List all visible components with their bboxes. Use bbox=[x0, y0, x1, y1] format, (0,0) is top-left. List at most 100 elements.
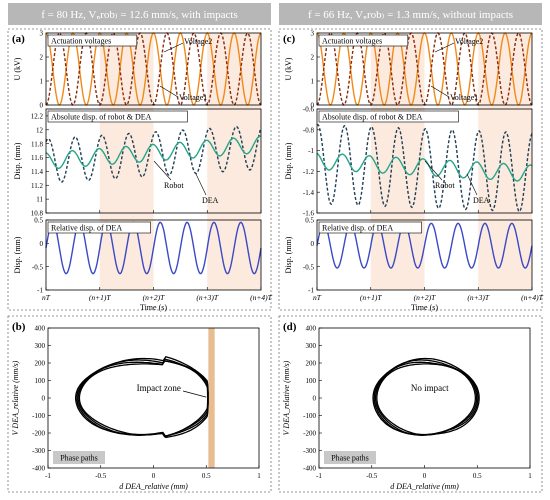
plot-frame bbox=[316, 108, 533, 214]
y-tick-label: -1.2 bbox=[303, 168, 315, 176]
subplot-title: Actuation voltages bbox=[51, 37, 111, 46]
x-tick-label: (n+4)T bbox=[250, 293, 273, 302]
phase-annotation: No impact bbox=[411, 383, 449, 393]
series-dea bbox=[316, 152, 533, 182]
y-tick-label: 10.8 bbox=[31, 210, 44, 218]
x-tick-label: -1 bbox=[316, 472, 322, 480]
phase-path bbox=[374, 361, 478, 436]
plot-frame bbox=[45, 219, 262, 291]
y-axis-label: Disp. (mm) bbox=[13, 142, 22, 179]
header-bar bbox=[8, 3, 271, 25]
x-tick-label: (n+1)T bbox=[360, 293, 383, 302]
x-axis-label: d DEA_relative (mm) bbox=[390, 482, 459, 491]
phase-plot: -400 -300 -200 -100 0 100 200 300 400 -1 -0.5 0 0.5 1… bbox=[11, 325, 261, 491]
phase-path bbox=[76, 358, 209, 437]
plot-frame bbox=[318, 327, 531, 469]
y-tick-label: 0 bbox=[40, 102, 44, 110]
y-tick-label: -300 bbox=[32, 447, 45, 455]
x-tick-label: -1 bbox=[45, 472, 51, 480]
subplot-title: Absolute disp. of robot & DEA bbox=[51, 113, 152, 122]
y-tick-label: 0.5 bbox=[305, 217, 314, 225]
phase-path bbox=[77, 360, 209, 437]
panel-label: (a) bbox=[12, 33, 25, 45]
x-tick-label: -0.5 bbox=[366, 472, 378, 480]
y-tick-label: 11 bbox=[36, 196, 43, 204]
annotation-arrow bbox=[153, 160, 172, 181]
y-tick-label: 100 bbox=[306, 377, 317, 385]
annotation-arrow bbox=[430, 85, 450, 98]
y-tick-label: 0 bbox=[40, 240, 44, 248]
y-tick-label: 400 bbox=[35, 325, 46, 333]
subplot-title-box bbox=[318, 110, 459, 123]
y-tick-label: -1 bbox=[308, 287, 314, 295]
y-tick-label: 11.8 bbox=[31, 140, 43, 148]
plot-frame bbox=[316, 219, 533, 291]
y-tick-label: -1 bbox=[308, 147, 314, 155]
x-tick-label: 1 bbox=[257, 472, 261, 480]
annotation-arrow bbox=[466, 173, 478, 196]
y-tick-label: 3 bbox=[311, 30, 315, 38]
y-tick-label: -0.5 bbox=[303, 263, 315, 271]
annotation-arrow bbox=[434, 42, 455, 53]
y-tick-label: -300 bbox=[303, 447, 316, 455]
x-tick-label: 1 bbox=[528, 472, 532, 480]
subplot-title: Actuation voltages bbox=[322, 37, 382, 46]
x-tick-label: nT bbox=[42, 293, 51, 302]
y-tick-label: 11.2 bbox=[31, 182, 43, 190]
y-axis-label: U (kV) bbox=[13, 57, 22, 80]
subplot-title-box bbox=[318, 221, 422, 234]
phase-box bbox=[324, 451, 376, 464]
y-tick-label: -100 bbox=[303, 412, 316, 420]
annotation-dea: DEA bbox=[202, 196, 219, 205]
plot-frame bbox=[45, 108, 262, 214]
subplot-title: Absolute disp. of robot & DEA bbox=[322, 113, 423, 122]
x-tick-label: (n+2)T bbox=[414, 293, 437, 302]
column-right: f = 66 Hz, V₏rob₎ = 1.3 mm/s, without im… bbox=[278, 3, 544, 493]
header-bar bbox=[279, 3, 542, 25]
x-tick-label: (n+2)T bbox=[143, 293, 166, 302]
y-tick-label: -0.6 bbox=[303, 106, 315, 114]
y-tick-label: 200 bbox=[35, 360, 46, 368]
y-tick-label: 100 bbox=[35, 377, 46, 385]
y-tick-label: -200 bbox=[303, 430, 316, 438]
y-tick-label: -400 bbox=[32, 465, 45, 473]
subplot-title: Relative disp. of DEA bbox=[51, 224, 122, 233]
x-tick-label: nT bbox=[313, 293, 322, 302]
annotation-voltage1: Voltage1 bbox=[450, 93, 478, 102]
phase-panel-frame bbox=[278, 315, 543, 493]
y-tick-label: 0.5 bbox=[34, 217, 43, 225]
y-axis-label: Disp. (mm) bbox=[284, 236, 293, 273]
x-tick-label: 0.5 bbox=[473, 472, 482, 480]
y-tick-label: -1.4 bbox=[303, 189, 315, 197]
series-dea bbox=[45, 135, 262, 170]
x-tick-label: (n+4)T bbox=[521, 293, 544, 302]
y-tick-label: 200 bbox=[306, 360, 317, 368]
annotation-arrow bbox=[424, 160, 443, 181]
x-axis-label: d DEA_relative (mm) bbox=[119, 482, 188, 491]
panel-label: (c) bbox=[283, 33, 296, 45]
y-tick-label: 400 bbox=[306, 325, 317, 333]
subplot-0: 0 1 2 3 U (kV) Actuation voltages bbox=[13, 30, 262, 110]
y-tick-label: 2 bbox=[311, 54, 315, 62]
y-tick-label: -0.8 bbox=[303, 126, 315, 134]
phase-path bbox=[372, 357, 480, 436]
y-tick-label: -1 bbox=[37, 287, 43, 295]
annotation-voltage2: Voltage2 bbox=[455, 37, 483, 46]
x-tick-label: 0 bbox=[423, 472, 427, 480]
y-tick-label: 300 bbox=[35, 342, 46, 350]
header-title: f = 80 Hz, V₏rob₎ = 12.6 mm/s, with impa… bbox=[41, 9, 238, 21]
x-axis-label: Time (s) bbox=[140, 303, 167, 312]
x-tick-label: (n+1)T bbox=[89, 293, 112, 302]
phase-path bbox=[78, 360, 209, 438]
annotation-robot: Robot bbox=[435, 181, 455, 190]
phase-box-label: Phase paths bbox=[60, 454, 98, 463]
x-tick-label: (n+3)T bbox=[467, 293, 490, 302]
header-title: f = 66 Hz, V₏rob₎ = 1.3 mm/s, without im… bbox=[308, 9, 513, 21]
phase-path bbox=[74, 356, 209, 439]
series-robot bbox=[316, 123, 533, 213]
subplot-2: -1 -0.5 0 0.5 Disp. (mm) Relative disp. of DE… bbox=[13, 217, 262, 295]
x-tick-label: 0.5 bbox=[202, 472, 211, 480]
shaded-interval bbox=[478, 33, 532, 290]
subplot-1: 10.8 11 11.2 11.4 11.6 11.8 12 12.2 Disp. (mm) Ab… bbox=[13, 108, 262, 218]
